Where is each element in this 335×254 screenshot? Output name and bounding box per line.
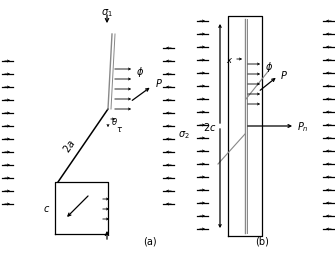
Text: $P_n$: $P_n$	[297, 120, 309, 133]
Text: (b): (b)	[255, 236, 269, 246]
Text: $\tau$: $\tau$	[116, 124, 123, 133]
Text: $\sigma_1$: $\sigma_1$	[101, 7, 113, 19]
Text: $P$: $P$	[280, 69, 288, 81]
Text: $2a$: $2a$	[60, 137, 78, 155]
Text: $\sigma_2$: $\sigma_2$	[178, 129, 190, 140]
Text: $\phi$: $\phi$	[265, 60, 273, 74]
Text: (a): (a)	[143, 236, 157, 246]
Text: $\theta$: $\theta$	[111, 116, 118, 126]
Text: $x$: $x$	[226, 55, 233, 64]
Text: $P$: $P$	[155, 77, 163, 89]
Text: $2c$: $2c$	[203, 121, 216, 133]
Text: $\phi$: $\phi$	[136, 65, 144, 79]
Text: $c$: $c$	[43, 203, 50, 213]
